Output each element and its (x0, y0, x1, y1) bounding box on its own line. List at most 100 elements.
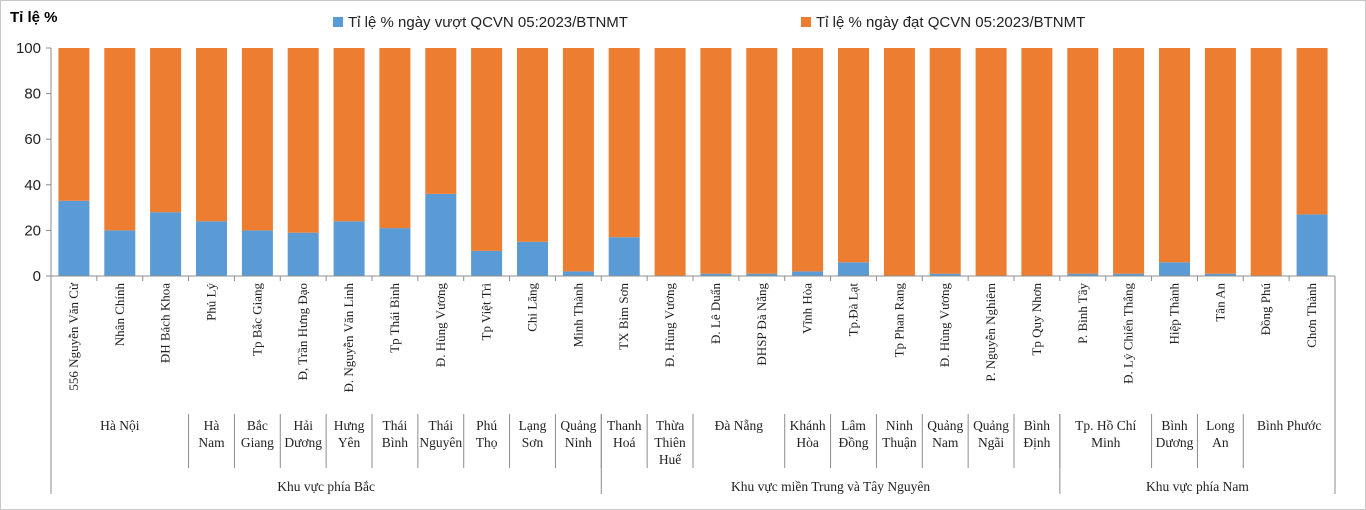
bar-meet (1296, 48, 1328, 215)
legend-swatch (333, 17, 343, 27)
bar-exceed (517, 241, 548, 276)
site-label: Tân An (1212, 283, 1227, 322)
region-label: Khu vực phía Bắc (277, 479, 375, 494)
bar-exceed (1159, 262, 1190, 276)
bar-meet (608, 48, 640, 238)
site-label: Tp Quy Nhơn (1029, 283, 1044, 356)
site-label: P. Nguyễn Nghiêm (983, 283, 998, 382)
province-label: Thái Bình (382, 418, 409, 450)
province-label: Tp. Hồ Chí Minh (1075, 418, 1136, 450)
bar-meet (838, 48, 869, 263)
bar-meet (379, 48, 411, 229)
bar-meet (1067, 48, 1099, 274)
site-label: Đ. Hùng Vương (433, 283, 448, 368)
province-label: Long An (1206, 418, 1235, 450)
province-label: Quảng Nam (927, 418, 963, 450)
bar-exceed (792, 271, 824, 276)
province-label: Quảng Ngãi (973, 418, 1009, 450)
bar-exceed (1204, 273, 1236, 276)
province-label: Hải Dương (284, 418, 322, 450)
bar-exceed (287, 232, 319, 276)
y-axis-title: Tỉ lệ % (10, 9, 58, 26)
bar-exceed (1067, 273, 1099, 276)
site-label: P. Bình Tây (1075, 283, 1090, 344)
bar-exceed (150, 212, 182, 276)
site-label: Chơn Thành (1304, 283, 1319, 348)
legend: Tỉ lệ % ngày vượt QCVN 05:2023/BTNMT Tỉ l… (333, 14, 1085, 31)
bar-meet (1159, 48, 1190, 263)
province-label: Bình Định (1023, 418, 1050, 450)
y-tick-label: 80 (24, 86, 41, 103)
bar-exceed (471, 250, 503, 276)
province-label: Hưng Yên (334, 418, 365, 450)
site-label: Đ. Hùng Vương (662, 283, 677, 368)
legend-label: Tỉ lệ % ngày đạt QCVN 05:2023/BTNMT (816, 14, 1085, 31)
bar-meet (196, 48, 227, 222)
site-label: Tp Phan Rang (891, 283, 906, 358)
province-label: Lâm Đồng (839, 418, 869, 450)
bar-exceed (700, 273, 732, 276)
bar-meet (333, 48, 365, 222)
bar-exceed (196, 221, 227, 276)
site-label: Hiệp Thành (1167, 283, 1182, 345)
bar-exceed (1296, 214, 1328, 276)
bar-meet (746, 48, 778, 274)
axes: 0 20 40 60 80 100 (16, 40, 1336, 494)
province-label: Bắc Giang (241, 418, 274, 450)
bar-meet (975, 48, 1007, 276)
category-labels: 556 Nguyễn Văn Cừ Nhân Chính ĐH Bách Khoa P… (66, 282, 1321, 494)
bar-meet (150, 48, 182, 213)
bar-exceed (838, 262, 869, 276)
province-label: Hà Nội (100, 418, 140, 433)
province-label: Thanh Hoá (607, 418, 642, 450)
bar-meet (517, 48, 548, 242)
bar-meet (1204, 48, 1236, 274)
bar-meet (287, 48, 319, 233)
site-label: Đ. Hùng Vương (937, 283, 952, 368)
y-tick-label: 20 (24, 222, 41, 239)
site-label: Tp.Đà Lạt (846, 283, 861, 337)
province-label: Hà Nam (198, 418, 225, 450)
province-label: Lạng Sơn (519, 418, 547, 450)
bar-meet (104, 48, 136, 231)
bar-meet (425, 48, 457, 194)
bar-meet (792, 48, 824, 272)
bar-meet (1250, 48, 1282, 276)
site-label: Chi Lăng (525, 283, 540, 332)
bar-exceed (333, 221, 365, 276)
province-label: Khánh Hòa (790, 418, 826, 450)
site-label: Phủ Lý (204, 283, 219, 321)
bar-exceed (608, 237, 640, 276)
site-label: Đ, Trần Hưng Đạo (295, 283, 310, 380)
bar-meet (1113, 48, 1145, 274)
bar-exceed (929, 273, 961, 276)
legend-swatch (801, 17, 811, 27)
site-label: Đồng Phú (1258, 283, 1273, 336)
site-label: Đ. Nguyễn Văn Linh (341, 283, 356, 393)
site-label: Minh Thành (570, 283, 585, 348)
site-label: ĐH Bách Khoa (158, 283, 173, 363)
province-label: Phú Thọ (476, 418, 498, 450)
province-label: Bình Dương (1156, 418, 1194, 450)
bar-exceed (379, 228, 411, 276)
bar-exceed (562, 271, 594, 276)
bar-exceed (58, 200, 90, 276)
bar-exceed (104, 230, 136, 276)
bar-meet (471, 48, 503, 251)
bar-meet (929, 48, 961, 274)
bar-meet (562, 48, 594, 272)
province-label: Quảng Ninh (560, 418, 596, 450)
bar-meet (654, 48, 686, 276)
site-label: Tp Thái Bình (387, 283, 402, 353)
bar-meet (241, 48, 273, 231)
bar-meet (883, 48, 915, 276)
legend-label: Tỉ lệ % ngày vượt QCVN 05:2023/BTNMT (348, 14, 628, 31)
province-label: Ninh Thuận (882, 418, 917, 450)
bar-meet (1021, 48, 1053, 276)
bar-exceed (425, 193, 457, 276)
bar-meet (700, 48, 732, 274)
province-label: Đà Nẵng (715, 418, 764, 433)
site-label: TX Bỉm Sơn (616, 283, 631, 350)
site-label: Đ. Lê Duẩn (708, 283, 723, 345)
